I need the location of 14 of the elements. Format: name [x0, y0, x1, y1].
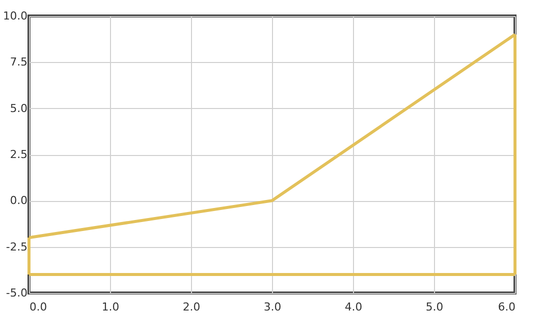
x-tick-label: 1.0 — [102, 300, 120, 314]
y-tick-label: 7.5 — [10, 56, 28, 69]
y-tick-label: 2.5 — [10, 148, 28, 161]
x-tick-label: 0.0 — [30, 300, 47, 314]
y-tick-label: 0.0 — [10, 194, 28, 208]
x-tick-label: 2.0 — [182, 300, 200, 314]
y-tick-label: -5.0 — [6, 286, 28, 300]
x-tick-label: 3.0 — [264, 300, 282, 314]
y-tick-label: 10.0 — [3, 10, 28, 22]
x-tick-label: 6.0 — [498, 300, 516, 314]
y-tick-label: -2.5 — [6, 240, 28, 254]
y-tick-label: 5.0 — [10, 102, 28, 115]
x-tick-label: 5.0 — [426, 300, 444, 314]
x-tick-label: 4.0 — [344, 300, 362, 314]
